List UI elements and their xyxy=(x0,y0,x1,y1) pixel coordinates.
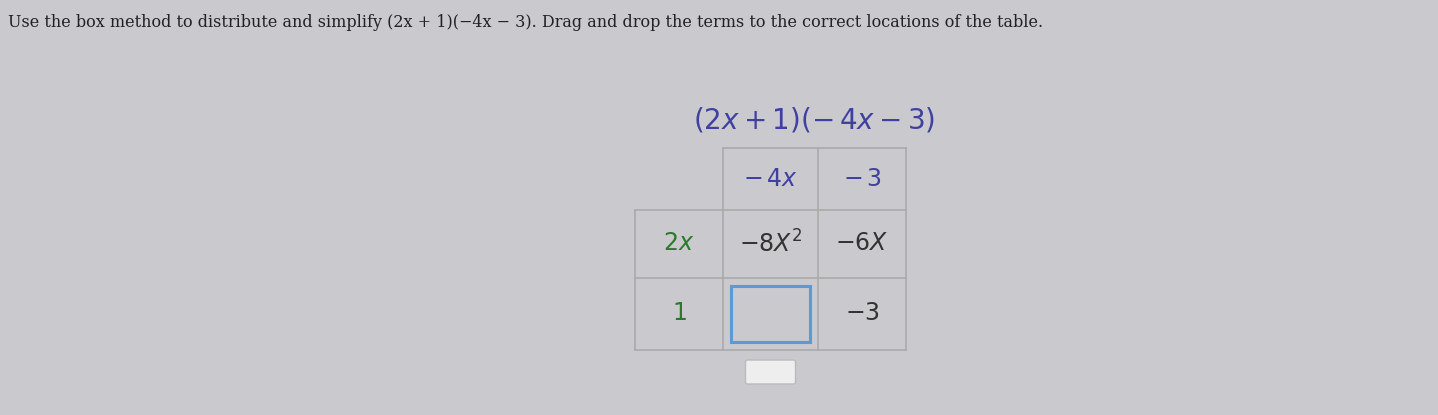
Text: $1$: $1$ xyxy=(672,303,686,325)
Text: $-8X^{2}$: $-8X^{2}$ xyxy=(739,230,802,258)
Text: try: try xyxy=(759,364,781,379)
Text: $-3$: $-3$ xyxy=(844,303,880,325)
Text: $(2x+1)(-\,4x-3)$: $(2x+1)(-\,4x-3)$ xyxy=(693,105,936,134)
Text: $-\,4x$: $-\,4x$ xyxy=(743,168,798,190)
Text: Use the box method to distribute and simplify (2x + 1)(−4x − 3). Drag and drop t: Use the box method to distribute and sim… xyxy=(9,14,1043,31)
Text: $-\,3$: $-\,3$ xyxy=(843,168,881,190)
Text: $-6X$: $-6X$ xyxy=(835,232,889,256)
Text: $2x$: $2x$ xyxy=(663,232,695,256)
FancyBboxPatch shape xyxy=(745,360,795,384)
Bar xyxy=(731,286,810,342)
